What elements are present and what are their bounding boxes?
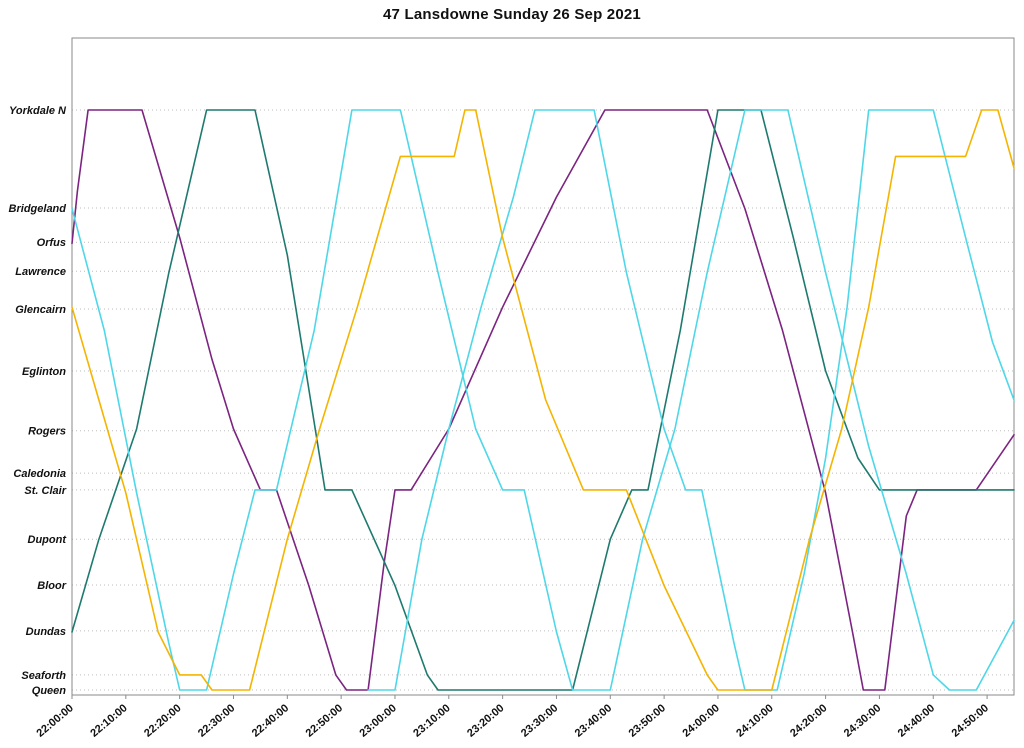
y-axis-station-label: Eglinton — [22, 366, 66, 378]
x-axis-time-label: 24:00:00 — [680, 702, 721, 740]
x-axis-time-label: 24:10:00 — [734, 702, 775, 740]
y-axis-station-label: St. Clair — [24, 485, 66, 497]
y-axis-station-label: Caledonia — [13, 468, 66, 480]
series-line-vehicle-cyan-b — [367, 109, 1015, 691]
y-axis-station-label: Seaforth — [21, 670, 66, 682]
series-line-vehicle-purple — [71, 109, 1015, 691]
x-axis-time-label: 24:30:00 — [842, 702, 883, 740]
x-axis-time-label: 22:20:00 — [142, 702, 183, 740]
x-axis-time-label: 24:40:00 — [896, 702, 937, 740]
plot-frame — [71, 37, 1015, 696]
x-axis-time-label: 22:40:00 — [250, 702, 291, 740]
y-axis-station-label: Rogers — [28, 426, 66, 438]
x-axis-time-label: 23:50:00 — [627, 702, 668, 740]
x-axis-time-label: 23:40:00 — [573, 702, 614, 740]
x-axis-time-label: 23:20:00 — [465, 702, 506, 740]
y-axis-station-label: Bloor — [37, 580, 66, 592]
x-axis-time-label: 22:10:00 — [88, 702, 129, 740]
x-axis-time-label: 24:50:00 — [950, 702, 991, 740]
x-axis-time-label: 24:20:00 — [788, 702, 829, 740]
x-axis-time-label: 22:00:00 — [34, 702, 75, 740]
chart-title: 47 Lansdowne Sunday 26 Sep 2021 — [383, 6, 641, 23]
x-axis-time-label: 23:30:00 — [519, 702, 560, 740]
y-axis-station-label: Bridgeland — [9, 203, 67, 215]
y-axis-station-label: Orfus — [37, 237, 66, 249]
x-axis-time-label: 23:00:00 — [357, 702, 398, 740]
x-axis-time-label: 22:30:00 — [196, 702, 237, 740]
x-axis-time-label: 23:10:00 — [411, 702, 452, 740]
y-axis-station-label: Glencairn — [15, 304, 66, 316]
series-line-vehicle-gold — [71, 109, 1015, 691]
x-axis-time-label: 22:50:00 — [304, 702, 345, 740]
y-axis-station-label: Lawrence — [15, 266, 66, 278]
y-axis-station-label: Dupont — [28, 534, 68, 546]
y-axis-station-label: Yorkdale N — [9, 105, 67, 117]
series-line-vehicle-cyan-a — [71, 109, 1015, 691]
y-axis-station-label: Dundas — [26, 626, 66, 638]
series-line-vehicle-teal — [71, 109, 1015, 691]
y-axis-station-label: Queen — [32, 685, 67, 697]
